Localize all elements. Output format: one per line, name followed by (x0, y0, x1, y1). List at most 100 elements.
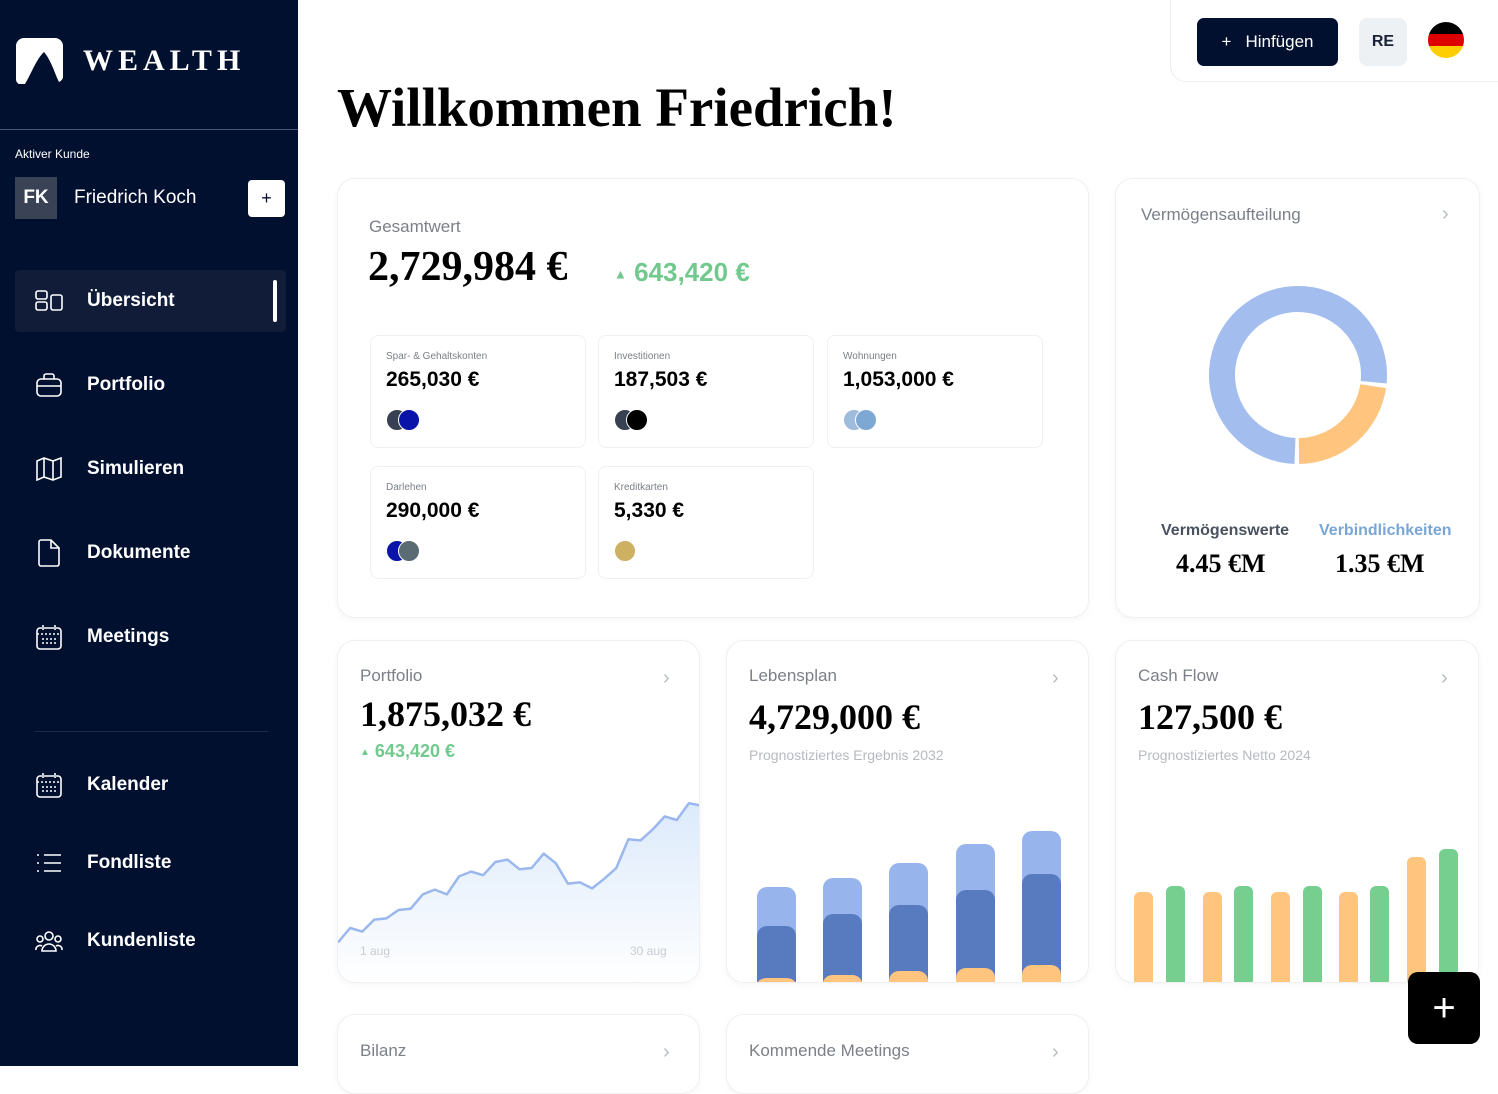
sidebar-item-kundenliste[interactable]: Kundenliste (15, 910, 286, 972)
donut-slice (1299, 386, 1373, 451)
sidebar-item-label: Kundenliste (87, 930, 196, 952)
lifeplan-card[interactable]: Lebensplan › 4,729,000 € Prognostizierte… (726, 640, 1089, 983)
client-name[interactable]: Friedrich Koch (74, 187, 248, 209)
portfolio-card[interactable]: Portfolio › 1,875,032 € ▲ 643,420 € 1 au… (337, 640, 700, 983)
cashflow-bar-green (1303, 886, 1322, 983)
assets-value: 4.45 €M (1176, 549, 1266, 579)
logo[interactable]: WEALTH (16, 38, 245, 84)
lifeplan-subtitle: Prognostiziertes Ergebnis 2032 (749, 747, 944, 763)
account-label: Darlehen (386, 482, 427, 493)
wealth-logo-icon (16, 38, 63, 84)
account-card-housing[interactable]: Wohnungen 1,053,000 € (827, 335, 1043, 448)
floating-add-button[interactable]: + (1408, 972, 1480, 1044)
sidebar-item-fondliste[interactable]: Fondliste (15, 832, 286, 894)
plus-icon: + (1432, 986, 1455, 1031)
active-client: FK Friedrich Koch + (15, 177, 285, 219)
card-title: Lebensplan (749, 666, 837, 686)
cashflow-bar-green (1370, 886, 1389, 983)
lifeplan-value: 4,729,000 € (749, 696, 920, 738)
bank-logos (386, 409, 410, 431)
stacked-bar-segment (956, 968, 995, 983)
card-title: Gesamtwert (369, 217, 461, 237)
active-indicator (273, 280, 277, 322)
account-label: Kreditkarten (614, 482, 668, 493)
stacked-bar-segment (823, 914, 862, 983)
sidebar-item-dokumente[interactable]: Dokumente (15, 522, 286, 584)
cashflow-bar-orange (1271, 892, 1290, 983)
account-value: 265,030 € (386, 368, 479, 392)
account-card-savings[interactable]: Spar- & Gehaltskonten 265,030 € (370, 335, 586, 448)
bank-logos (386, 540, 410, 562)
meetings-card[interactable]: Kommende Meetings › (726, 1014, 1089, 1094)
up-arrow-icon: ▲ (614, 267, 627, 282)
account-label: Wohnungen (843, 351, 897, 362)
chevron-right-icon[interactable]: › (663, 667, 670, 690)
account-label: Spar- & Gehaltskonten (386, 351, 487, 362)
avatar[interactable]: FK (15, 177, 57, 219)
users-icon (35, 929, 63, 953)
card-title: Vermögensaufteilung (1141, 205, 1301, 225)
calendar-icon (35, 624, 63, 650)
sidebar-item-label: Fondliste (87, 852, 171, 874)
sidebar-item-simulieren[interactable]: Simulieren (15, 438, 286, 500)
sidebar-item-uebersicht[interactable]: Übersicht (15, 270, 286, 332)
card-title: Bilanz (360, 1041, 406, 1061)
sidebar-item-label: Portfolio (87, 374, 165, 396)
card-title: Portfolio (360, 666, 422, 686)
liabilities-label: Verbindlichkeiten (1319, 522, 1451, 540)
dashboard-icon (35, 290, 63, 312)
up-arrow-icon: ▲ (360, 747, 370, 758)
add-button-label: Hinfügen (1245, 32, 1313, 52)
total-value-card: Gesamtwert 2,729,984 € ▲ 643,420 € Spar-… (337, 178, 1089, 618)
add-client-button[interactable]: + (248, 180, 285, 217)
account-value: 5,330 € (614, 499, 684, 523)
card-title: Kommende Meetings (749, 1041, 910, 1061)
card-logos (614, 540, 626, 562)
account-card-loans[interactable]: Darlehen 290,000 € (370, 466, 586, 579)
cashflow-value: 127,500 € (1138, 696, 1282, 738)
map-icon (35, 457, 63, 481)
card-title: Cash Flow (1138, 666, 1218, 686)
balance-card[interactable]: Bilanz › (337, 1014, 700, 1094)
x-tick-label: 1 aug (360, 944, 390, 958)
sidebar-item-label: Kalender (87, 774, 168, 796)
x-tick-label: 30 aug (630, 944, 667, 958)
account-value: 1,053,000 € (843, 368, 954, 392)
chevron-right-icon[interactable]: › (1441, 667, 1448, 690)
divider (0, 129, 298, 130)
bank-logos (614, 409, 638, 431)
cashflow-bar-orange (1134, 892, 1153, 983)
account-card-credit-cards[interactable]: Kreditkarten 5,330 € (598, 466, 814, 579)
sidebar-item-meetings[interactable]: Meetings (15, 606, 286, 668)
stacked-bar-segment (757, 978, 796, 983)
account-value: 290,000 € (386, 499, 479, 523)
cashflow-bar-orange (1203, 892, 1222, 983)
chevron-right-icon[interactable]: › (1052, 667, 1059, 690)
chevron-right-icon[interactable]: › (1442, 203, 1449, 226)
stacked-bar-segment (889, 971, 928, 983)
active-client-label: Aktiver Kunde (15, 147, 90, 161)
german-flag-icon[interactable] (1428, 22, 1464, 58)
assets-label: Vermögenswerte (1161, 522, 1289, 540)
briefcase-icon (35, 373, 63, 397)
cashflow-card[interactable]: Cash Flow › 127,500 € Prognostiziertes N… (1115, 640, 1479, 983)
add-button[interactable]: + Hinfügen (1197, 18, 1338, 66)
sidebar-item-label: Übersicht (87, 290, 175, 312)
page-title: Willkommen Friedrich! (337, 76, 897, 139)
allocation-card[interactable]: Vermögensaufteilung › Vermögenswerte Ver… (1115, 178, 1480, 618)
total-value: 2,729,984 € (368, 243, 568, 291)
plus-icon: + (1222, 32, 1232, 52)
sidebar-item-label: Dokumente (87, 542, 190, 564)
account-label: Investitionen (614, 351, 670, 362)
sidebar-item-kalender[interactable]: Kalender (15, 754, 286, 816)
property-logos (843, 409, 867, 431)
cashflow-chart (1116, 811, 1479, 983)
liabilities-value: 1.35 €M (1335, 549, 1425, 579)
chevron-right-icon[interactable]: › (663, 1041, 670, 1064)
sidebar: WEALTH Aktiver Kunde FK Friedrich Koch +… (0, 0, 298, 1066)
chevron-right-icon[interactable]: › (1052, 1041, 1059, 1064)
total-change: ▲ 643,420 € (614, 257, 750, 288)
sidebar-item-portfolio[interactable]: Portfolio (15, 354, 286, 416)
user-avatar[interactable]: RE (1359, 18, 1407, 66)
